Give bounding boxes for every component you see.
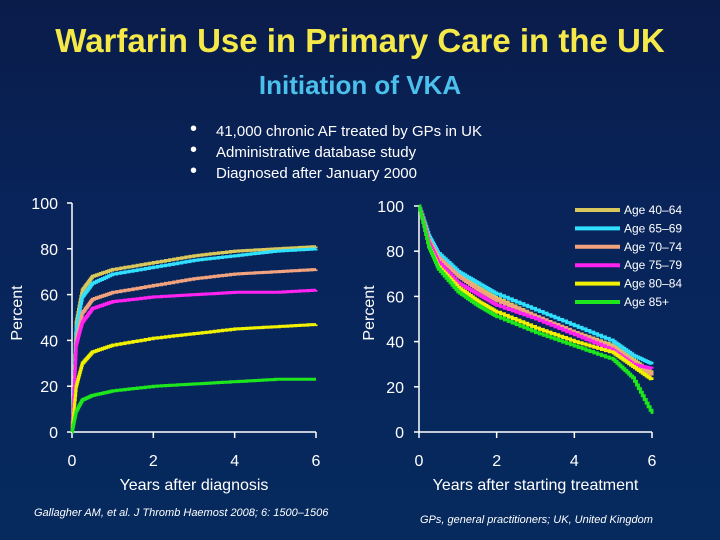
y-tick-label: 60 — [40, 288, 58, 305]
legend-label: Age 80–84 — [624, 277, 682, 291]
x-tick-label: 2 — [149, 453, 158, 470]
y-tick-label: 60 — [386, 289, 404, 306]
chart-2: 0 20 40 60 80 100 0 2 4 6 Years after starting tre… — [361, 199, 682, 494]
chart-1: 0 20 40 60 80 100 0 2 4 6 Years after diagnosis Per… — [9, 196, 321, 494]
bullet-item: Administrative database study — [190, 140, 482, 163]
legend-label: Age 65–69 — [624, 221, 682, 235]
x-tick-label: 0 — [68, 453, 77, 470]
y-tick-label: 100 — [31, 196, 58, 213]
x-tick-label: 6 — [648, 453, 657, 470]
y-tick-label: 80 — [386, 244, 404, 261]
series-line — [70, 288, 318, 434]
series-line — [418, 204, 654, 381]
bullet-item: Diagnosed after January 2000 — [190, 161, 482, 184]
footnote: GPs, general practitioners; UK, United K… — [420, 514, 653, 526]
y-tick-label: 0 — [395, 425, 404, 442]
y-tick-label: 100 — [377, 199, 404, 216]
series-line — [70, 268, 318, 434]
legend-label: Age 75–79 — [624, 258, 682, 272]
series-line — [70, 247, 318, 434]
series-line — [70, 323, 318, 434]
y-tick-label: 40 — [40, 333, 58, 350]
legend-label: Age 85+ — [624, 295, 669, 309]
y-axis-label: Percent — [361, 285, 378, 341]
series-line — [418, 204, 654, 414]
y-tick-label: 40 — [386, 335, 404, 352]
x-axis-label: Years after starting treatment — [433, 477, 639, 494]
bullet-item: 41,000 chronic AF treated by GPs in UK — [190, 119, 482, 142]
y-tick-label: 20 — [386, 380, 404, 397]
x-axis-label: Years after diagnosis — [120, 477, 269, 494]
y-tick-label: 0 — [49, 425, 58, 442]
y-tick-label: 20 — [40, 379, 58, 396]
legend-label: Age 40–64 — [624, 203, 682, 217]
bullet-list: 41,000 chronic AF treated by GPs in UK A… — [190, 119, 482, 184]
legend-label: Age 70–74 — [624, 240, 682, 254]
x-tick-label: 4 — [570, 453, 579, 470]
citation: Gallagher AM, et al. J Thromb Haemost 20… — [34, 507, 329, 519]
x-tick-label: 2 — [492, 453, 501, 470]
x-tick-label: 0 — [415, 453, 424, 470]
series-line — [418, 204, 654, 365]
x-tick-label: 6 — [312, 453, 321, 470]
series-line — [418, 204, 654, 374]
y-tick-label: 80 — [40, 242, 58, 259]
slide-title: Warfarin Use in Primary Care in the UK — [55, 22, 665, 59]
x-tick-label: 4 — [230, 453, 239, 470]
y-axis-label: Percent — [9, 285, 26, 341]
series-line — [418, 204, 654, 376]
slide-subtitle: Initiation of VKA — [258, 70, 462, 100]
series-line — [70, 377, 316, 434]
